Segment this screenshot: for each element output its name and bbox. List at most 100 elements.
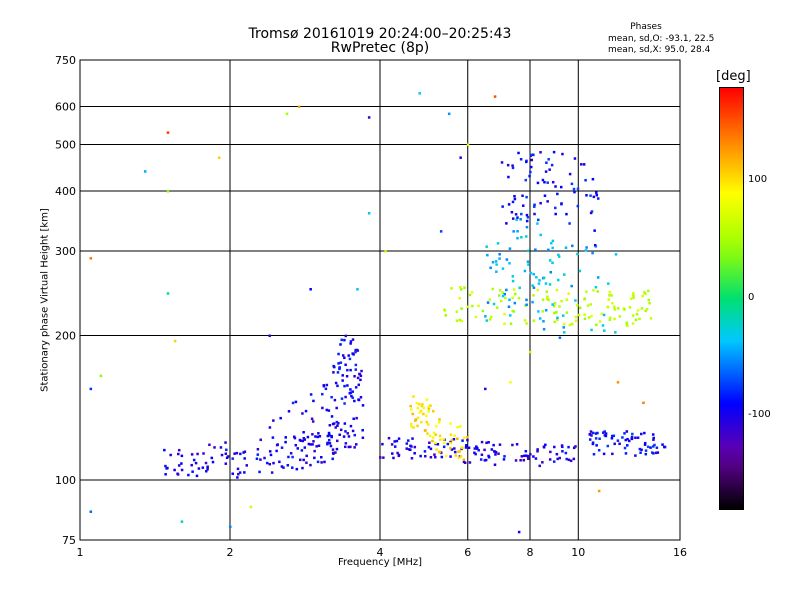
- data-point: [585, 246, 588, 249]
- data-point: [340, 338, 343, 342]
- data-point: [306, 435, 310, 439]
- data-point: [420, 420, 423, 424]
- data-point: [511, 296, 514, 300]
- data-point: [496, 242, 500, 245]
- data-point: [501, 205, 504, 208]
- data-point: [570, 182, 574, 186]
- data-point: [606, 444, 610, 448]
- data-point: [603, 329, 606, 332]
- data-point: [505, 258, 509, 261]
- data-point: [553, 302, 557, 305]
- data-point: [413, 452, 416, 455]
- data-point: [541, 298, 545, 301]
- data-point: [447, 112, 451, 116]
- data-point: [546, 200, 549, 203]
- data-point: [279, 416, 282, 420]
- data-point: [327, 409, 331, 412]
- data-point: [280, 465, 284, 468]
- data-point: [449, 433, 453, 437]
- data-point: [459, 156, 462, 159]
- data-point: [311, 443, 314, 446]
- data-point: [357, 383, 361, 387]
- data-point: [561, 152, 564, 156]
- data-point: [291, 401, 295, 405]
- data-point: [592, 195, 596, 199]
- x-axis-label: Frequency [MHz]: [337, 557, 423, 568]
- data-point: [597, 448, 601, 452]
- data-point: [351, 338, 355, 341]
- data-point: [456, 437, 459, 440]
- data-point: [480, 453, 484, 457]
- data-point: [325, 383, 329, 387]
- data-point: [514, 459, 518, 462]
- data-point: [568, 172, 572, 176]
- data-point: [460, 319, 463, 323]
- data-point: [616, 381, 620, 384]
- data-point: [282, 466, 285, 469]
- data-point: [513, 292, 517, 296]
- data-point: [556, 318, 559, 322]
- data-point: [312, 440, 315, 443]
- data-point: [428, 441, 431, 444]
- data-point: [468, 461, 472, 464]
- data-point: [460, 288, 463, 291]
- data-point: [268, 462, 272, 466]
- data-point: [523, 319, 527, 322]
- data-point: [533, 212, 536, 216]
- data-point: [295, 467, 299, 471]
- data-point: [524, 178, 528, 182]
- data-point: [284, 436, 288, 439]
- data-point: [510, 210, 514, 214]
- data-point: [607, 282, 610, 285]
- data-point: [446, 442, 450, 446]
- data-point: [360, 369, 363, 373]
- data-point: [397, 437, 401, 440]
- data-point: [392, 456, 395, 460]
- data-point: [177, 448, 181, 452]
- data-point: [574, 315, 578, 319]
- data-point: [530, 158, 534, 162]
- data-point: [423, 450, 427, 453]
- data-point: [611, 302, 614, 305]
- data-point: [618, 315, 622, 318]
- data-point: [531, 284, 534, 287]
- data-point: [585, 290, 588, 293]
- data-point: [542, 320, 545, 323]
- data-point: [352, 417, 355, 421]
- data-point: [591, 251, 594, 255]
- data-point: [497, 452, 500, 455]
- data-point: [431, 409, 435, 413]
- data-point: [449, 422, 452, 425]
- data-point: [521, 204, 525, 207]
- data-point: [525, 219, 529, 223]
- data-point: [318, 435, 322, 438]
- data-point: [296, 447, 299, 450]
- data-point: [346, 432, 350, 435]
- data-point: [533, 205, 536, 208]
- data-point: [438, 418, 441, 421]
- data-point: [592, 431, 595, 435]
- data-point: [608, 316, 612, 320]
- data-point: [341, 374, 344, 377]
- data-point: [485, 245, 488, 248]
- data-point: [583, 297, 587, 301]
- data-point: [511, 309, 515, 313]
- data-point: [573, 157, 577, 160]
- data-point: [498, 257, 501, 260]
- data-point: [495, 306, 499, 309]
- data-point: [418, 92, 421, 95]
- data-point: [309, 443, 312, 446]
- data-point: [309, 288, 312, 291]
- data-point: [206, 465, 209, 469]
- data-point: [626, 437, 629, 441]
- data-point: [536, 222, 539, 225]
- data-point: [255, 457, 259, 461]
- data-point: [529, 453, 532, 456]
- data-point: [542, 328, 546, 331]
- colorbar-unit: [deg]: [716, 69, 751, 84]
- data-point: [397, 453, 401, 457]
- data-point: [604, 432, 608, 435]
- data-point: [414, 418, 418, 421]
- data-point: [202, 452, 205, 455]
- data-point: [417, 402, 421, 406]
